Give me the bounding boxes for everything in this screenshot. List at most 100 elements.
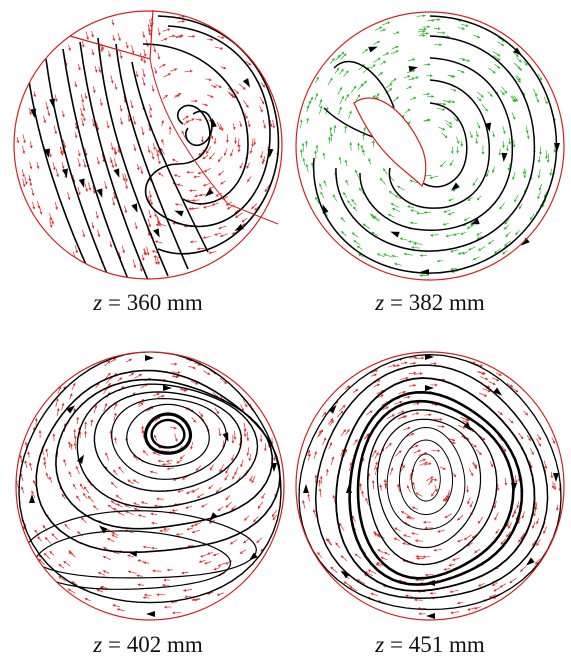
velocity-vector-head bbox=[302, 158, 306, 161]
velocity-vector-head bbox=[370, 592, 374, 596]
velocity-vector-head bbox=[349, 586, 353, 589]
velocity-vector-head bbox=[88, 495, 91, 499]
velocity-vector-head bbox=[125, 45, 129, 49]
velocity-vector-head bbox=[262, 159, 266, 163]
domain-boundary bbox=[15, 351, 285, 621]
velocity-vector-head bbox=[217, 508, 221, 511]
velocity-vector-head bbox=[407, 121, 411, 125]
velocity-vector-head bbox=[182, 476, 185, 480]
velocity-vector-head bbox=[44, 553, 47, 556]
velocity-vector-head bbox=[514, 480, 518, 483]
velocity-vector-head bbox=[553, 150, 557, 153]
streamline-arrowhead bbox=[390, 231, 400, 238]
velocity-vector-head bbox=[88, 187, 92, 191]
velocity-vector-head bbox=[396, 364, 400, 368]
velocity-vector-head bbox=[368, 569, 372, 573]
velocity-vector-head bbox=[403, 534, 407, 538]
velocity-vector-head bbox=[423, 211, 427, 215]
velocity-vector-head bbox=[407, 395, 411, 399]
velocity-vector-head bbox=[452, 558, 456, 562]
velocity-vector-head bbox=[407, 426, 411, 430]
velocity-vector-head bbox=[449, 590, 453, 594]
velocity-vector-head bbox=[107, 538, 111, 541]
velocity-vector-head bbox=[113, 196, 117, 200]
velocity-vector-head bbox=[261, 161, 265, 165]
velocity-vector-head bbox=[244, 517, 247, 521]
velocity-vector-head bbox=[220, 46, 223, 50]
velocity-vector-head bbox=[545, 156, 549, 159]
velocity-vector-head bbox=[358, 253, 362, 257]
velocity-vector-head bbox=[509, 580, 513, 584]
velocity-vector-head bbox=[359, 483, 363, 486]
velocity-vector-head bbox=[422, 555, 426, 559]
streamline-arrowhead bbox=[78, 178, 85, 188]
velocity-vector-head bbox=[29, 183, 33, 186]
velocity-vector-head bbox=[19, 455, 23, 458]
velocity-vector-head bbox=[34, 529, 38, 533]
velocity-vector-head bbox=[110, 147, 114, 151]
velocity-vector-head bbox=[246, 438, 250, 441]
velocity-vector-head bbox=[517, 79, 521, 83]
velocity-vector-head bbox=[374, 533, 378, 536]
velocity-vector-head bbox=[346, 429, 350, 433]
flow-field-plot bbox=[13, 9, 283, 280]
velocity-vector-head bbox=[426, 32, 429, 36]
velocity-vector-head bbox=[225, 561, 229, 565]
velocity-vector-head bbox=[338, 106, 342, 110]
velocity-vector-head bbox=[393, 364, 396, 368]
velocity-vector-head bbox=[156, 392, 160, 396]
velocity-vector-head bbox=[68, 550, 72, 554]
velocity-vector-head bbox=[186, 491, 190, 494]
velocity-vector-head bbox=[82, 234, 86, 238]
velocity-vector-head bbox=[412, 481, 416, 485]
velocity-vector-head bbox=[499, 206, 503, 210]
velocity-vector-head bbox=[219, 469, 223, 473]
velocity-vector-head bbox=[220, 181, 224, 185]
velocity-vector-head bbox=[364, 49, 368, 52]
velocity-vector-head bbox=[107, 372, 111, 376]
velocity-vector-head bbox=[119, 377, 123, 381]
velocity-vector-head bbox=[443, 210, 447, 213]
velocity-vector-head bbox=[147, 233, 151, 237]
velocity-vector-head bbox=[232, 476, 235, 480]
velocity-vector-head bbox=[513, 99, 517, 102]
velocity-vector-head bbox=[113, 412, 117, 416]
velocity-vector-head bbox=[109, 244, 113, 248]
velocity-vector-head bbox=[176, 532, 179, 536]
velocity-vector-head bbox=[100, 49, 104, 53]
velocity-vector-head bbox=[419, 254, 423, 258]
velocity-vector-head bbox=[411, 245, 415, 249]
velocity-vector-head bbox=[189, 189, 192, 193]
velocity-vector-head bbox=[473, 444, 477, 448]
velocity-vector-head bbox=[417, 449, 421, 453]
velocity-vector-head bbox=[237, 144, 241, 148]
velocity-vector-head bbox=[202, 236, 206, 240]
streamline-arrowhead bbox=[163, 385, 172, 391]
velocity-vector-head bbox=[178, 92, 182, 96]
velocity-vector-head bbox=[45, 106, 49, 110]
velocity-vector-head bbox=[122, 178, 126, 181]
velocity-vector-head bbox=[468, 247, 472, 251]
velocity-vector-head bbox=[73, 483, 76, 487]
velocity-vector-head bbox=[436, 259, 440, 263]
velocity-vector-head bbox=[330, 566, 334, 570]
velocity-vector-head bbox=[549, 172, 553, 176]
velocity-vector-head bbox=[472, 257, 476, 261]
velocity-vector-head bbox=[460, 143, 464, 147]
velocity-vector-head bbox=[403, 252, 407, 256]
velocity-vector-head bbox=[357, 579, 360, 583]
velocity-vector-head bbox=[43, 462, 47, 465]
velocity-vector-head bbox=[341, 231, 345, 235]
velocity-vector-head bbox=[142, 35, 146, 38]
velocity-vector-head bbox=[176, 460, 180, 464]
streamline-arrowhead bbox=[450, 182, 460, 191]
velocity-vector-head bbox=[172, 611, 175, 615]
velocity-vector-head bbox=[504, 221, 508, 225]
streamline bbox=[399, 439, 453, 516]
velocity-vector-head bbox=[331, 456, 335, 460]
velocity-vector-head bbox=[535, 561, 539, 565]
velocity-vector-head bbox=[424, 461, 428, 465]
velocity-vector-head bbox=[490, 464, 494, 468]
velocity-vector-head bbox=[485, 174, 489, 178]
velocity-vector-head bbox=[91, 225, 95, 229]
